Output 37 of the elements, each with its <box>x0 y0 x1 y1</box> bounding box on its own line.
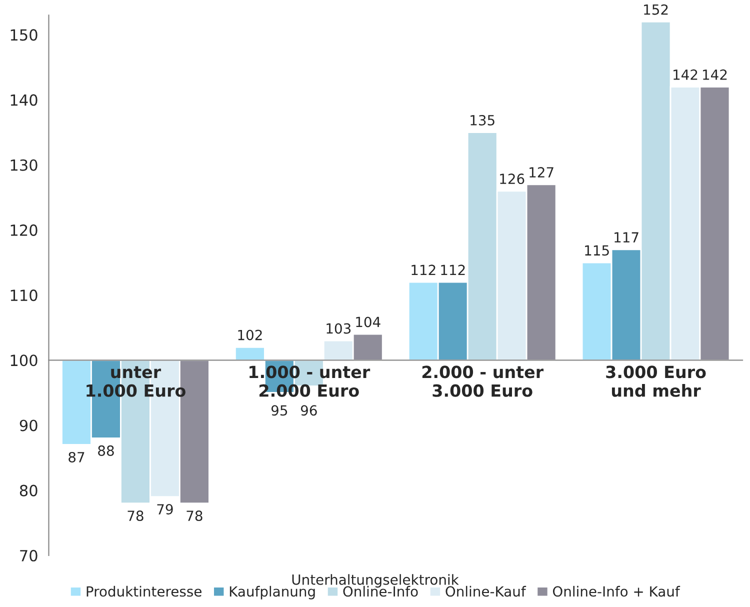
data-label: 126 <box>500 174 524 184</box>
x-tick-label: 2.000 - unter 3.000 Euro <box>422 366 544 397</box>
y-tick-label: 110 <box>10 290 38 302</box>
data-label: 78 <box>186 510 202 522</box>
y-tick-label: 70 <box>20 550 38 562</box>
data-label: 112 <box>441 264 465 275</box>
legend-label: Kaufplanung <box>230 586 315 600</box>
data-label: 95 <box>271 405 288 416</box>
data-label: 142 <box>703 69 727 80</box>
y-tick-label: 80 <box>20 484 38 496</box>
y-tick-label: 120 <box>10 224 38 236</box>
y-tick-label: 100 <box>10 354 38 366</box>
y-tick-label: 90 <box>20 420 38 432</box>
data-label: 87 <box>68 452 84 462</box>
legend-label: Online-Info + Kauf <box>552 586 680 597</box>
data-label: 79 <box>157 504 173 515</box>
x-axis-title: Unterhaltungselektronik <box>292 574 459 588</box>
data-label: 103 <box>326 323 351 334</box>
legend-label: Produktinteresse <box>86 586 202 597</box>
y-tick-label: 130 <box>10 159 38 171</box>
data-label: 152 <box>644 4 668 15</box>
legend-label: Online-Info <box>343 586 418 597</box>
data-label: 96 <box>300 405 317 416</box>
y-tick-label: 150 <box>10 29 38 41</box>
data-label: 115 <box>585 245 609 256</box>
data-label: 88 <box>98 445 114 456</box>
legend-label: Online-Kauf <box>446 586 526 597</box>
data-label: 102 <box>238 330 262 340</box>
data-label: 78 <box>128 510 144 522</box>
data-label: 117 <box>614 232 638 242</box>
x-tick-label: 3.000 Euro und mehr <box>606 366 706 397</box>
data-label: 135 <box>470 114 494 126</box>
y-tick-label: 140 <box>10 94 38 106</box>
data-label: 127 <box>530 167 554 178</box>
data-label: 142 <box>674 69 698 80</box>
data-label: 112 <box>412 264 436 275</box>
data-label: 104 <box>356 316 380 328</box>
